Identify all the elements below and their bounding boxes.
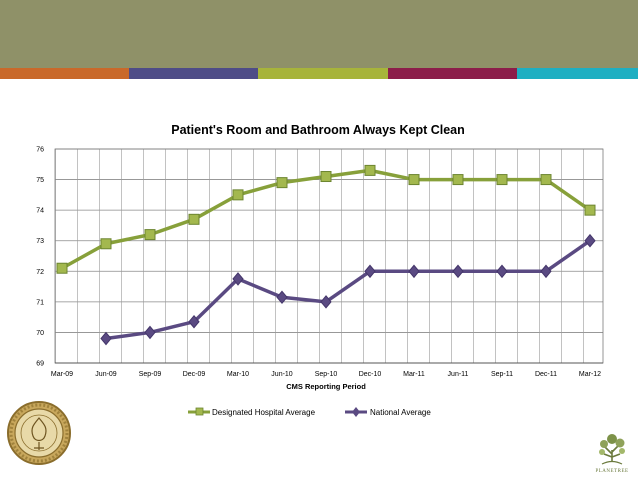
series-national-average xyxy=(100,233,596,346)
tree-logo: PLANETREE xyxy=(595,434,628,474)
x-tick-label: Mar-09 xyxy=(51,371,73,378)
data-point xyxy=(452,174,464,186)
y-tick-label: 76 xyxy=(36,147,44,154)
x-tick-label: Sep-09 xyxy=(139,371,162,378)
y-tick-label: 69 xyxy=(36,361,44,368)
data-point xyxy=(100,238,112,250)
chart-series xyxy=(56,164,596,346)
x-tick-label: Mar-10 xyxy=(227,371,249,378)
x-tick-label: Dec-10 xyxy=(359,371,382,378)
header-band xyxy=(0,0,638,68)
data-point xyxy=(276,177,288,189)
stripe-orange xyxy=(0,68,129,79)
data-point xyxy=(364,264,376,279)
data-point xyxy=(100,331,112,346)
y-axis-ticks: 69 70 71 72 73 74 75 76 xyxy=(36,147,44,368)
legend-item: Designated Hospital Average xyxy=(188,407,316,417)
stripe-teal xyxy=(517,68,638,79)
data-point xyxy=(496,264,508,279)
legend-item: National Average xyxy=(345,407,431,417)
y-tick-label: 71 xyxy=(36,299,44,306)
data-point xyxy=(408,174,420,186)
y-tick-label: 70 xyxy=(36,330,44,337)
data-point xyxy=(144,229,156,241)
x-tick-label: Mar-11 xyxy=(403,371,425,378)
y-tick-label: 74 xyxy=(36,208,44,215)
data-point xyxy=(320,171,332,183)
x-tick-label: Jun-11 xyxy=(448,371,469,378)
legend-marker xyxy=(352,407,360,417)
data-point xyxy=(364,164,376,176)
stripe-purple xyxy=(129,68,258,79)
data-point xyxy=(320,295,332,309)
data-point xyxy=(540,174,552,186)
x-tick-label: Dec-09 xyxy=(183,371,206,378)
x-tick-label: Jun-09 xyxy=(95,371,117,378)
legend-marker xyxy=(195,407,204,416)
y-tick-label: 72 xyxy=(36,269,44,276)
y-tick-label: 73 xyxy=(36,238,44,245)
chart-legend: Designated Hospital Average National Aver… xyxy=(188,407,431,417)
series-line xyxy=(105,239,591,341)
stripe-green xyxy=(258,68,388,79)
x-tick-label: Dec-11 xyxy=(535,371,557,378)
data-point xyxy=(496,174,508,186)
x-axis-label: CMS Reporting Period xyxy=(286,382,366,391)
color-stripe-bar xyxy=(0,68,638,79)
data-point xyxy=(232,189,244,201)
data-point xyxy=(276,290,288,305)
x-tick-label: Sep-11 xyxy=(491,371,513,378)
data-point xyxy=(232,272,244,286)
series-line xyxy=(61,168,591,270)
brand-name: PLANETREE xyxy=(595,469,628,474)
data-point xyxy=(452,264,464,279)
designation-seal-logo xyxy=(7,401,71,465)
x-tick-label: Sep-10 xyxy=(315,371,338,378)
x-tick-label: Jun-10 xyxy=(271,371,293,378)
x-tick-label: Mar-12 xyxy=(579,371,601,378)
data-point xyxy=(584,233,596,248)
data-point xyxy=(540,264,552,279)
chart-title: Patient's Room and Bathroom Always Kept … xyxy=(171,123,465,137)
data-point xyxy=(188,314,200,329)
legend-label: National Average xyxy=(370,408,431,417)
y-tick-label: 75 xyxy=(36,177,44,184)
data-point xyxy=(584,204,596,216)
data-point xyxy=(144,325,156,340)
data-point xyxy=(56,262,68,274)
data-point xyxy=(188,213,200,225)
x-axis-ticks: Mar-09 Jun-09 Sep-09 Dec-09 Mar-10 Jun-10 Sep-… xyxy=(51,371,601,378)
legend-label: Designated Hospital Average xyxy=(212,408,316,417)
stripe-maroon xyxy=(388,68,517,79)
series-hospital-average xyxy=(56,164,596,274)
data-point xyxy=(408,264,420,279)
